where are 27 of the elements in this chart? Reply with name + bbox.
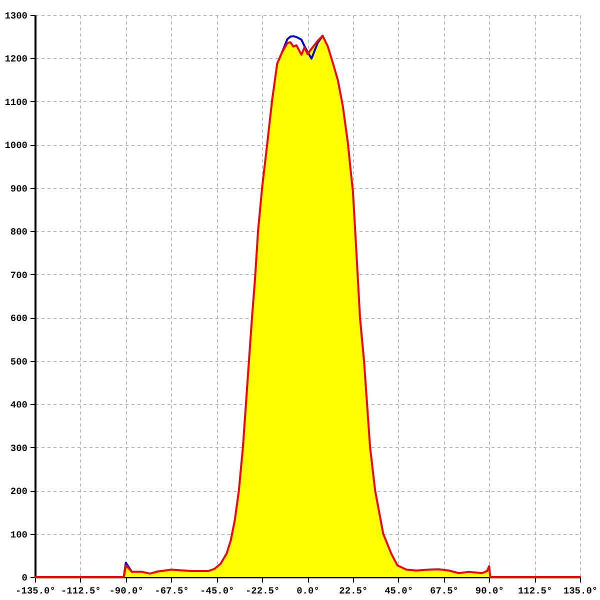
x-tick-label: 22.5° <box>339 586 368 596</box>
y-tick-label: 500 <box>10 356 28 368</box>
x-tick-label: -112.5° <box>60 586 101 596</box>
y-tick-label: 0 <box>22 572 28 584</box>
y-tick-label: 1200 <box>4 54 28 65</box>
y-tick-label: 1100 <box>4 96 28 108</box>
x-tick-label: -90.0° <box>109 586 144 596</box>
x-tick-label: -135.0° <box>16 586 56 596</box>
y-tick-label: 600 <box>10 313 28 324</box>
y-tick-label: 700 <box>10 270 28 281</box>
x-tick-label: 90.0° <box>475 586 504 596</box>
x-tick-label: 112.5° <box>518 586 552 596</box>
y-tick-label: 100 <box>10 529 28 540</box>
x-tick-label: 45.0° <box>384 586 414 596</box>
x-tick-label: 67.5° <box>430 586 459 596</box>
y-tick-label: 800 <box>10 226 28 238</box>
y-tick-label: 1000 <box>4 140 28 152</box>
y-tick-label: 1300 <box>4 10 28 22</box>
y-tick-label: 300 <box>10 442 28 454</box>
x-tick-label: -22.5° <box>245 586 280 596</box>
x-tick-label: 135.0° <box>563 586 598 596</box>
y-tick-label: 200 <box>10 486 28 498</box>
x-tick-label: 0.0° <box>296 586 320 596</box>
x-tick-label: -45.0° <box>200 586 234 596</box>
x-tick-label: -67.5° <box>154 586 189 596</box>
y-tick-label: 400 <box>10 400 28 411</box>
y-tick-label: 900 <box>10 183 28 194</box>
